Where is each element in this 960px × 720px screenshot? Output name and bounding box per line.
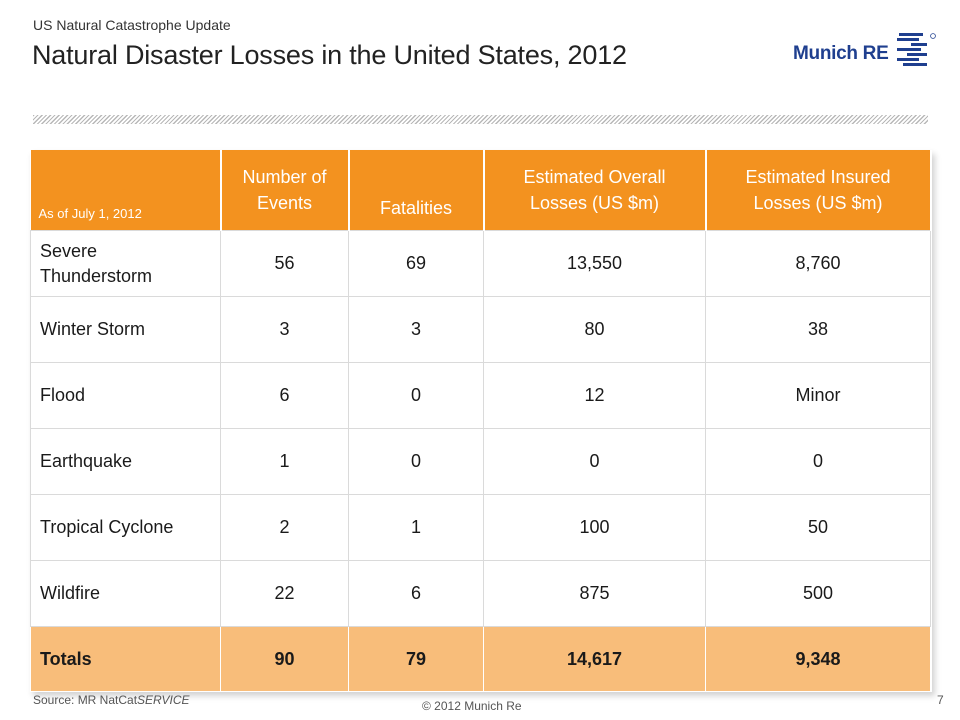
overall-losses-cell: 12 [483, 362, 706, 429]
insured-losses-cell: 500 [705, 560, 931, 627]
events-cell: 2 [220, 494, 349, 561]
peril-name: Flood [30, 362, 221, 429]
overall-losses-cell: 13,550 [483, 230, 706, 297]
fatalities-cell: 0 [348, 428, 484, 495]
fatalities-total: 79 [348, 626, 484, 692]
as-of-label: As of July 1, 2012 [30, 150, 222, 231]
hatched-divider [33, 115, 928, 124]
fatalities-cell: 69 [348, 230, 484, 297]
table-row: Earthquake 1 0 0 0 [30, 428, 931, 495]
logo-text: Munich RE [793, 43, 889, 64]
overall-losses-cell: 0 [483, 428, 706, 495]
table-row: Flood 6 0 12 Minor [30, 362, 931, 429]
peril-name: Wildfire [30, 560, 221, 627]
fatalities-cell: 6 [348, 560, 484, 627]
peril-name: Winter Storm [30, 296, 221, 363]
source-note: Source: MR NatCatSERVICE [33, 693, 190, 707]
overall-losses-cell: 80 [483, 296, 706, 363]
table-row: Winter Storm 3 3 80 38 [30, 296, 931, 363]
events-cell: 3 [220, 296, 349, 363]
losses-table: As of July 1, 2012 Number of Events Fata… [30, 150, 932, 692]
column-header-overall-losses: Estimated Overall Losses (US $m) [483, 150, 707, 231]
overall-losses-cell: 875 [483, 560, 706, 627]
totals-row: Totals 90 79 14,617 9,348 [30, 626, 931, 692]
fatalities-cell: 3 [348, 296, 484, 363]
slide-kicker: US Natural Catastrophe Update [33, 17, 231, 33]
events-cell: 6 [220, 362, 349, 429]
peril-name: Earthquake [30, 428, 221, 495]
table-row: Severe Thunderstorm 56 69 13,550 8,760 [30, 230, 931, 297]
insured-losses-cell: Minor [705, 362, 931, 429]
page-number: 7 [937, 693, 944, 707]
fatalities-cell: 1 [348, 494, 484, 561]
column-header-fatalities: Fatalities [348, 150, 485, 231]
insured-losses-cell: 0 [705, 428, 931, 495]
events-cell: 56 [220, 230, 349, 297]
column-header-insured-losses: Estimated Insured Losses (US $m) [705, 150, 932, 231]
totals-label: Totals [30, 626, 221, 692]
events-cell: 22 [220, 560, 349, 627]
table-header-row: As of July 1, 2012 Number of Events Fata… [30, 150, 932, 231]
overall-losses-total: 14,617 [483, 626, 706, 692]
munich-re-emblem-icon [897, 33, 936, 66]
table-row: Wildfire 22 6 875 500 [30, 560, 931, 627]
munich-re-logo: Munich RE [793, 26, 943, 74]
copyright-note: © 2012 Munich Re [422, 699, 522, 713]
overall-losses-cell: 100 [483, 494, 706, 561]
events-total: 90 [220, 626, 349, 692]
table-row: Tropical Cyclone 2 1 100 50 [30, 494, 931, 561]
insured-losses-cell: 8,760 [705, 230, 931, 297]
slide-title: Natural Disaster Losses in the United St… [32, 40, 627, 70]
insured-losses-total: 9,348 [705, 626, 931, 692]
column-header-events: Number of Events [220, 150, 350, 231]
peril-name: Severe Thunderstorm [30, 230, 221, 297]
insured-losses-cell: 50 [705, 494, 931, 561]
peril-name: Tropical Cyclone [30, 494, 221, 561]
insured-losses-cell: 38 [705, 296, 931, 363]
events-cell: 1 [220, 428, 349, 495]
fatalities-cell: 0 [348, 362, 484, 429]
